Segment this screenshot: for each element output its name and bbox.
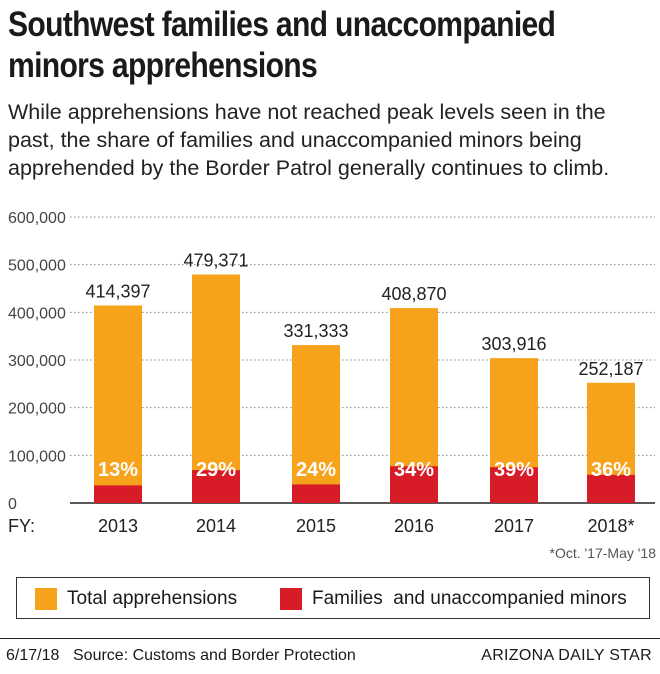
- data-label-total: 252,187: [578, 359, 643, 379]
- chart-footnote: *Oct. '17-May '18: [550, 545, 657, 561]
- data-label-total: 414,397: [85, 281, 150, 301]
- bar-families: [390, 466, 438, 503]
- data-label-share: 24%: [296, 459, 336, 481]
- bar-total: [94, 305, 142, 503]
- y-tick-label: 600,000: [8, 210, 66, 227]
- data-label-total: 479,371: [183, 250, 248, 270]
- bar-total: [192, 274, 240, 503]
- legend-item-families: Families and unaccompanied minors: [280, 587, 627, 611]
- legend-label-total: Total apprehensions: [67, 588, 238, 609]
- footer-date: 6/17/18: [6, 647, 60, 664]
- bar-families: [490, 467, 538, 503]
- y-tick-label: 0: [8, 496, 17, 513]
- chart-subtitle: While apprehensions have not reached pea…: [8, 100, 610, 180]
- x-tick-label: 2014: [196, 516, 236, 536]
- bar-families: [587, 474, 635, 503]
- legend-swatch-families: [280, 588, 302, 610]
- data-label-share: 36%: [591, 459, 631, 481]
- y-tick-label: 300,000: [8, 353, 66, 370]
- data-label-total: 408,870: [381, 284, 446, 304]
- y-tick-label: 100,000: [8, 448, 66, 465]
- data-label-total: 331,333: [283, 321, 348, 341]
- x-tick-label: 2018*: [587, 516, 634, 536]
- data-label-share: 13%: [98, 459, 138, 481]
- legend-label-families: Families and unaccompanied minors: [312, 588, 627, 609]
- bar-families: [192, 470, 240, 503]
- footer-brand: ARIZONA DAILY STAR: [481, 647, 652, 664]
- data-label-share: 34%: [394, 459, 434, 481]
- x-axis-prefix: FY:: [8, 516, 35, 536]
- y-tick-label: 500,000: [8, 258, 66, 275]
- legend: Total apprehensions Families and unaccom…: [16, 577, 650, 619]
- footer-source: Source: Customs and Border Protection: [73, 647, 356, 664]
- x-tick-label: 2017: [494, 516, 534, 536]
- footer-divider: [0, 638, 660, 639]
- x-tick-label: 2016: [394, 516, 434, 536]
- bar-families: [94, 485, 142, 503]
- chart-title: Southwest families and unaccompanied min…: [8, 5, 556, 85]
- data-label-share: 29%: [196, 459, 236, 481]
- y-tick-label: 400,000: [8, 305, 66, 322]
- y-tick-label: 200,000: [8, 401, 66, 418]
- legend-item-total: Total apprehensions: [35, 587, 237, 611]
- bar-chart: 0 100,000 200,000 300,000 400,000 500,000 600,…: [8, 210, 657, 561]
- x-tick-label: 2013: [98, 516, 138, 536]
- data-label-share: 39%: [494, 459, 534, 481]
- x-tick-label: 2015: [296, 516, 336, 536]
- data-label-total: 303,916: [481, 334, 546, 354]
- bar-families: [292, 484, 340, 503]
- bar-total: [292, 345, 340, 503]
- legend-swatch-total: [35, 588, 57, 610]
